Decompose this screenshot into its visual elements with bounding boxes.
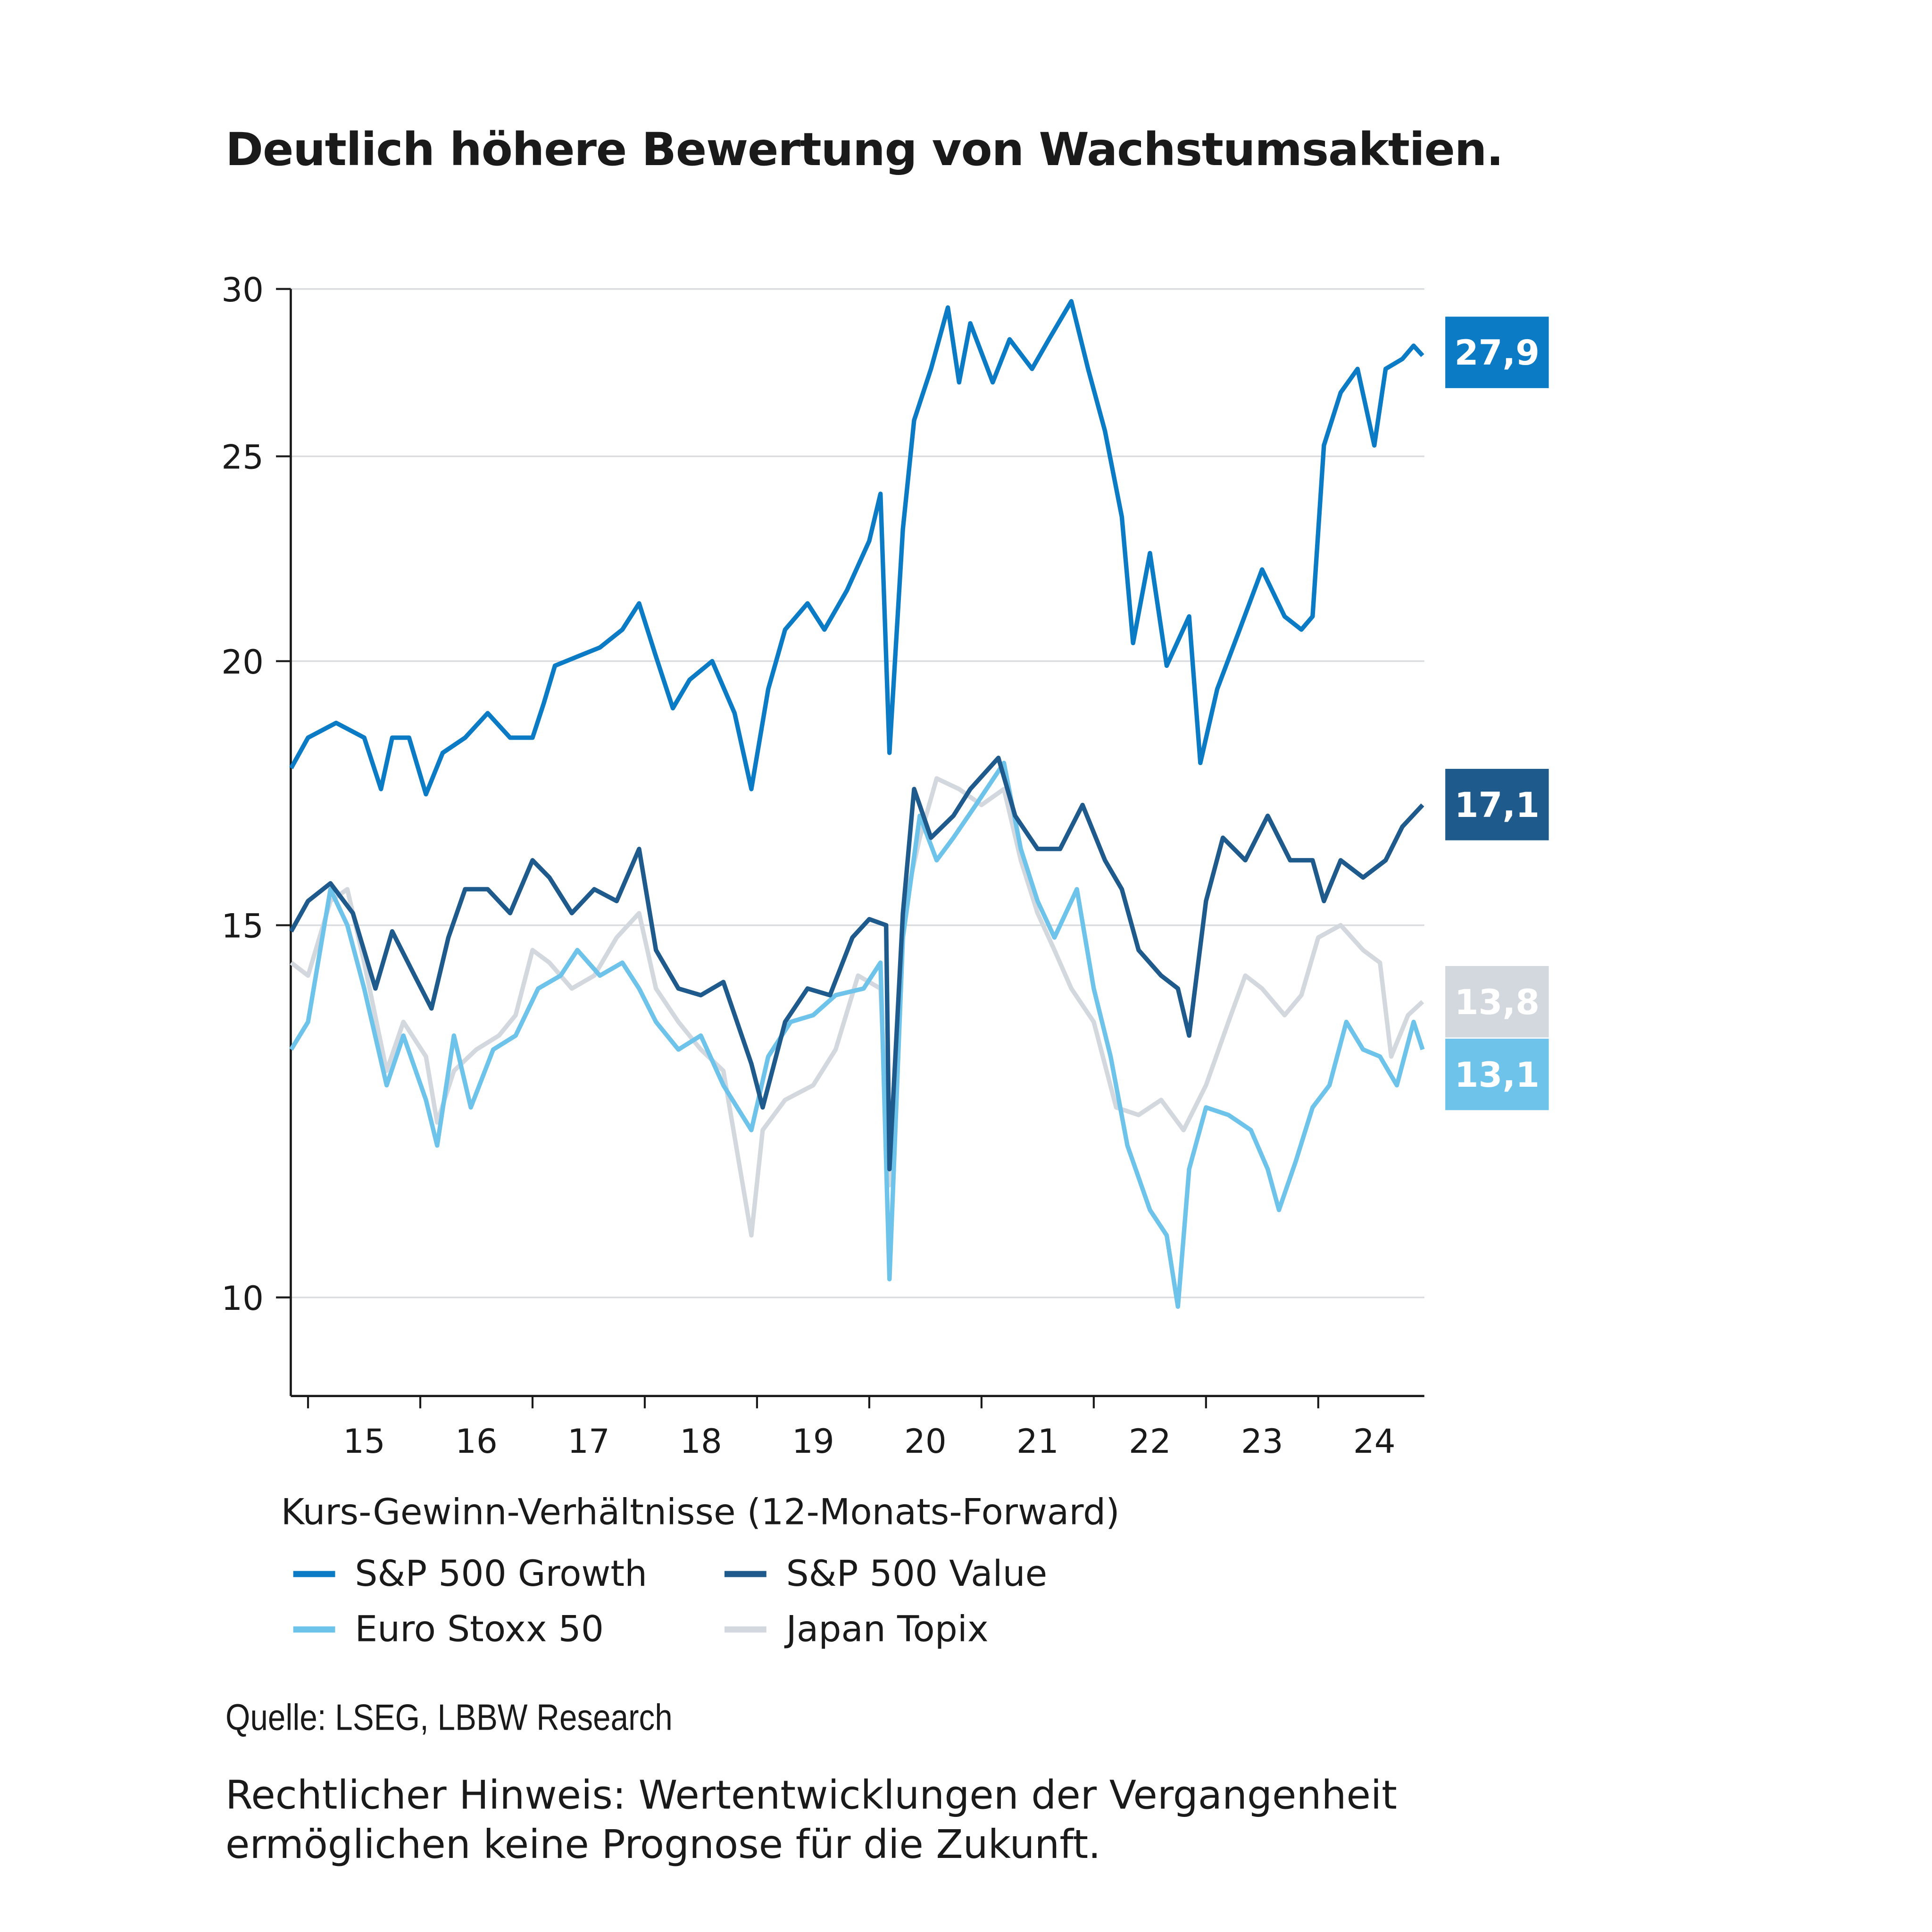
end-value-label: 13,1	[1455, 1055, 1540, 1095]
legend-item-sp500-growth: S&P 500 Growth	[293, 1552, 647, 1594]
end-value-box	[1445, 769, 1549, 841]
legend-label: S&P 500 Growth	[355, 1552, 648, 1595]
legend-swatch	[293, 1625, 335, 1632]
legend-label: S&P 500 Value	[786, 1552, 1048, 1595]
x-tick-label: 24	[1353, 1422, 1396, 1461]
x-tick-label: 23	[1241, 1422, 1283, 1461]
chart-title: Deutlich höhere Bewertung von Wachstumsa…	[225, 123, 1504, 176]
legal-note: Rechtlicher Hinweis: Wertentwicklungen d…	[225, 1772, 1397, 1868]
x-tick-label: 19	[792, 1422, 834, 1461]
legend-swatch	[293, 1570, 335, 1577]
x-tick-label: 15	[343, 1422, 385, 1461]
series-line-s-p-500-value	[289, 756, 1424, 1172]
end-value-box	[1445, 966, 1549, 1038]
legend-label: Japan Topix	[786, 1607, 989, 1650]
y-tick-label: 10	[221, 1279, 264, 1318]
y-tick-label: 30	[221, 271, 264, 309]
end-value-box	[1445, 316, 1549, 388]
source-note: Quelle: LSEG, LBBW Research	[225, 1698, 673, 1739]
end-value-box	[1445, 1039, 1549, 1110]
y-tick-label: 25	[221, 438, 264, 477]
legend-item-sp500-value: S&P 500 Value	[724, 1552, 1047, 1594]
legend-item-japan-topix: Japan Topix	[724, 1608, 989, 1650]
end-value-label: 17,1	[1455, 785, 1540, 825]
y-tick-label: 15	[221, 907, 264, 946]
x-tick-label: 20	[904, 1422, 947, 1461]
series-line-euro-stoxx-50	[289, 760, 1425, 1309]
end-value-label: 27,9	[1455, 333, 1540, 373]
x-tick-label: 21	[1016, 1422, 1059, 1461]
legend-swatch	[724, 1570, 766, 1577]
legend-swatch	[724, 1625, 766, 1632]
x-tick-label: 17	[567, 1422, 610, 1461]
y-tick-label: 20	[221, 643, 264, 682]
legend-title: Kurs-Gewinn-Verhältnisse (12-Monats-Forw…	[281, 1491, 1120, 1533]
x-tick-label: 18	[680, 1422, 722, 1461]
x-tick-label: 16	[455, 1422, 498, 1461]
series-line-s-p-500-growth	[289, 299, 1424, 797]
x-tick-label: 22	[1129, 1422, 1171, 1461]
legend-item-euro-stoxx: Euro Stoxx 50	[293, 1608, 604, 1650]
end-value-label: 13,8	[1455, 983, 1540, 1023]
legend-label: Euro Stoxx 50	[355, 1607, 604, 1650]
